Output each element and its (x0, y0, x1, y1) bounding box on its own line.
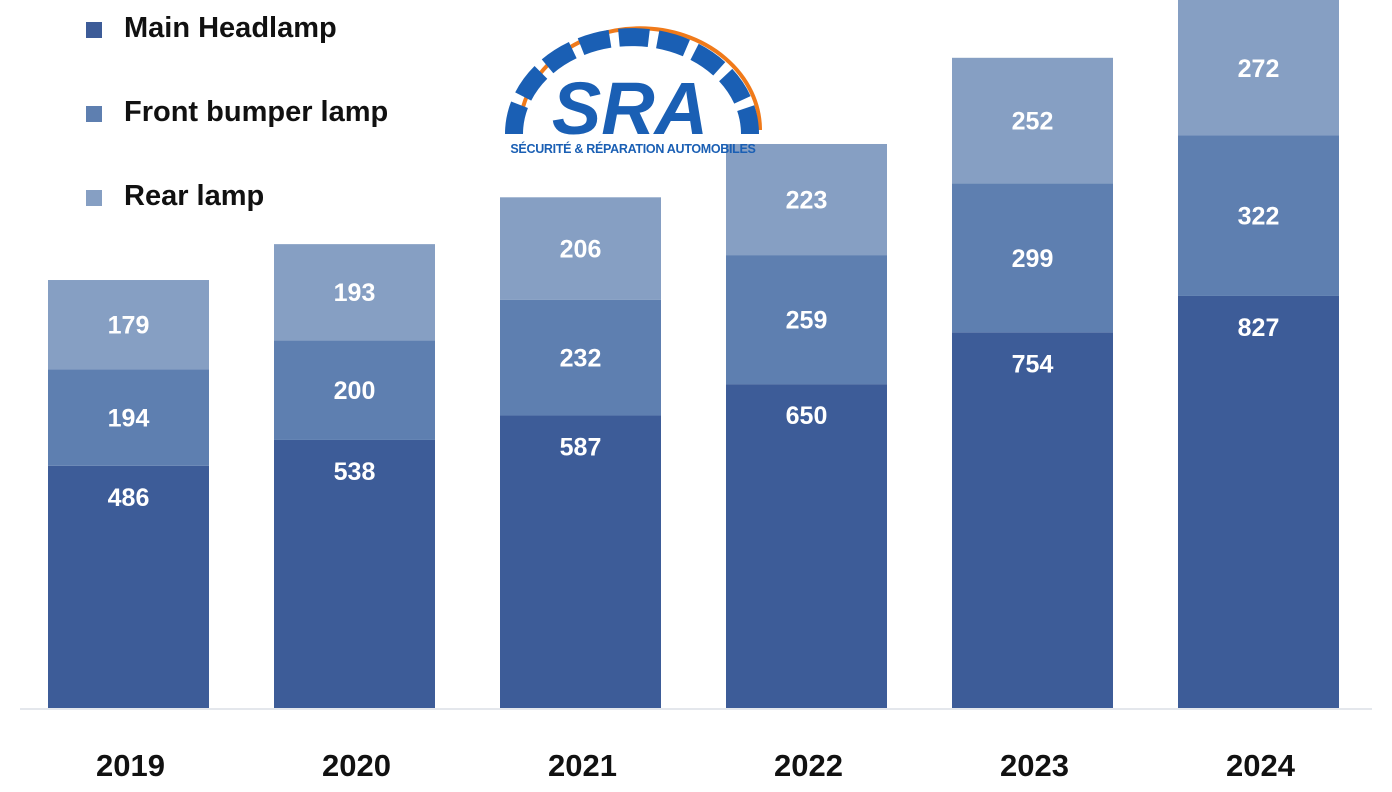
data-label-rear-lamp-2023: 252 (1012, 108, 1054, 136)
bar-main-headlamp-2019 (48, 465, 209, 708)
data-labels-layer: 486 194 179 538 200 193 587 232 206 650 259 223 754 2… (108, 55, 1280, 512)
data-label-main-headlamp-2022: 650 (786, 402, 828, 430)
bars-layer (20, 0, 1372, 710)
data-label-rear-lamp-2019: 179 (108, 312, 150, 340)
bar-front-bumper-lamp-2022 (726, 255, 887, 385)
logo-wordmark: SRA (552, 67, 708, 147)
data-label-main-headlamp-2024: 827 (1238, 314, 1280, 342)
bar-rear-lamp-2024 (1178, 0, 1339, 136)
data-label-rear-lamp-2022: 223 (786, 187, 828, 215)
data-label-main-headlamp-2019: 486 (108, 484, 150, 512)
data-label-rear-lamp-2021: 206 (560, 236, 602, 264)
data-label-front-bumper-lamp-2024: 322 (1238, 203, 1280, 231)
bar-front-bumper-lamp-2019 (48, 369, 209, 466)
bar-rear-lamp-2022 (726, 143, 887, 256)
bar-rear-lamp-2023 (952, 57, 1113, 184)
bar-front-bumper-lamp-2023 (952, 183, 1113, 333)
x-tick-label-2020: 2020 (322, 748, 391, 783)
sra-logo-mark: SRA (505, 26, 762, 151)
bar-main-headlamp-2024 (1178, 295, 1339, 708)
bar-main-headlamp-2023 (952, 332, 1113, 708)
x-tick-label-2019: 2019 (96, 748, 165, 783)
logo-tagline: SÉCURITÉ & RÉPARATION AUTOMOBILES (510, 142, 756, 156)
data-label-front-bumper-lamp-2023: 299 (1012, 245, 1054, 273)
x-tick-label-2024: 2024 (1226, 748, 1296, 783)
legend-swatch-rear-lamp (86, 190, 102, 206)
bar-front-bumper-lamp-2020 (274, 340, 435, 440)
data-label-rear-lamp-2024: 272 (1238, 55, 1280, 83)
data-label-front-bumper-lamp-2019: 194 (108, 405, 150, 433)
bar-front-bumper-lamp-2024 (1178, 135, 1339, 296)
legend-swatch-front-bumper-lamp (86, 106, 102, 122)
x-tick-labels-layer: 2019 2020 2021 2022 2023 2024 (96, 748, 1296, 783)
data-label-main-headlamp-2023: 754 (1012, 350, 1054, 378)
legend-label-main-headlamp: Main Headlamp (124, 12, 337, 44)
legend-label-rear-lamp: Rear lamp (124, 180, 265, 212)
bar-rear-lamp-2020 (274, 244, 435, 341)
bar-main-headlamp-2021 (500, 415, 661, 708)
data-label-front-bumper-lamp-2021: 232 (560, 345, 602, 373)
data-label-main-headlamp-2021: 587 (560, 434, 602, 462)
bar-main-headlamp-2022 (726, 384, 887, 708)
x-tick-label-2022: 2022 (774, 748, 843, 783)
x-tick-label-2023: 2023 (1000, 748, 1069, 783)
data-label-rear-lamp-2020: 193 (334, 279, 376, 307)
data-label-front-bumper-lamp-2022: 259 (786, 307, 828, 335)
bar-front-bumper-lamp-2021 (500, 299, 661, 416)
data-label-main-headlamp-2020: 538 (334, 458, 376, 486)
x-tick-label-2021: 2021 (548, 748, 617, 783)
data-label-front-bumper-lamp-2020: 200 (334, 377, 376, 405)
legend-label-front-bumper-lamp: Front bumper lamp (124, 96, 389, 128)
bar-rear-lamp-2019 (48, 280, 209, 370)
legend-swatch-main-headlamp (86, 22, 102, 38)
bar-rear-lamp-2021 (500, 197, 661, 300)
sra-logo: SRA SÉCURITÉ & RÉPARATION AUTOMOBILES (498, 22, 768, 167)
bar-main-headlamp-2020 (274, 439, 435, 708)
